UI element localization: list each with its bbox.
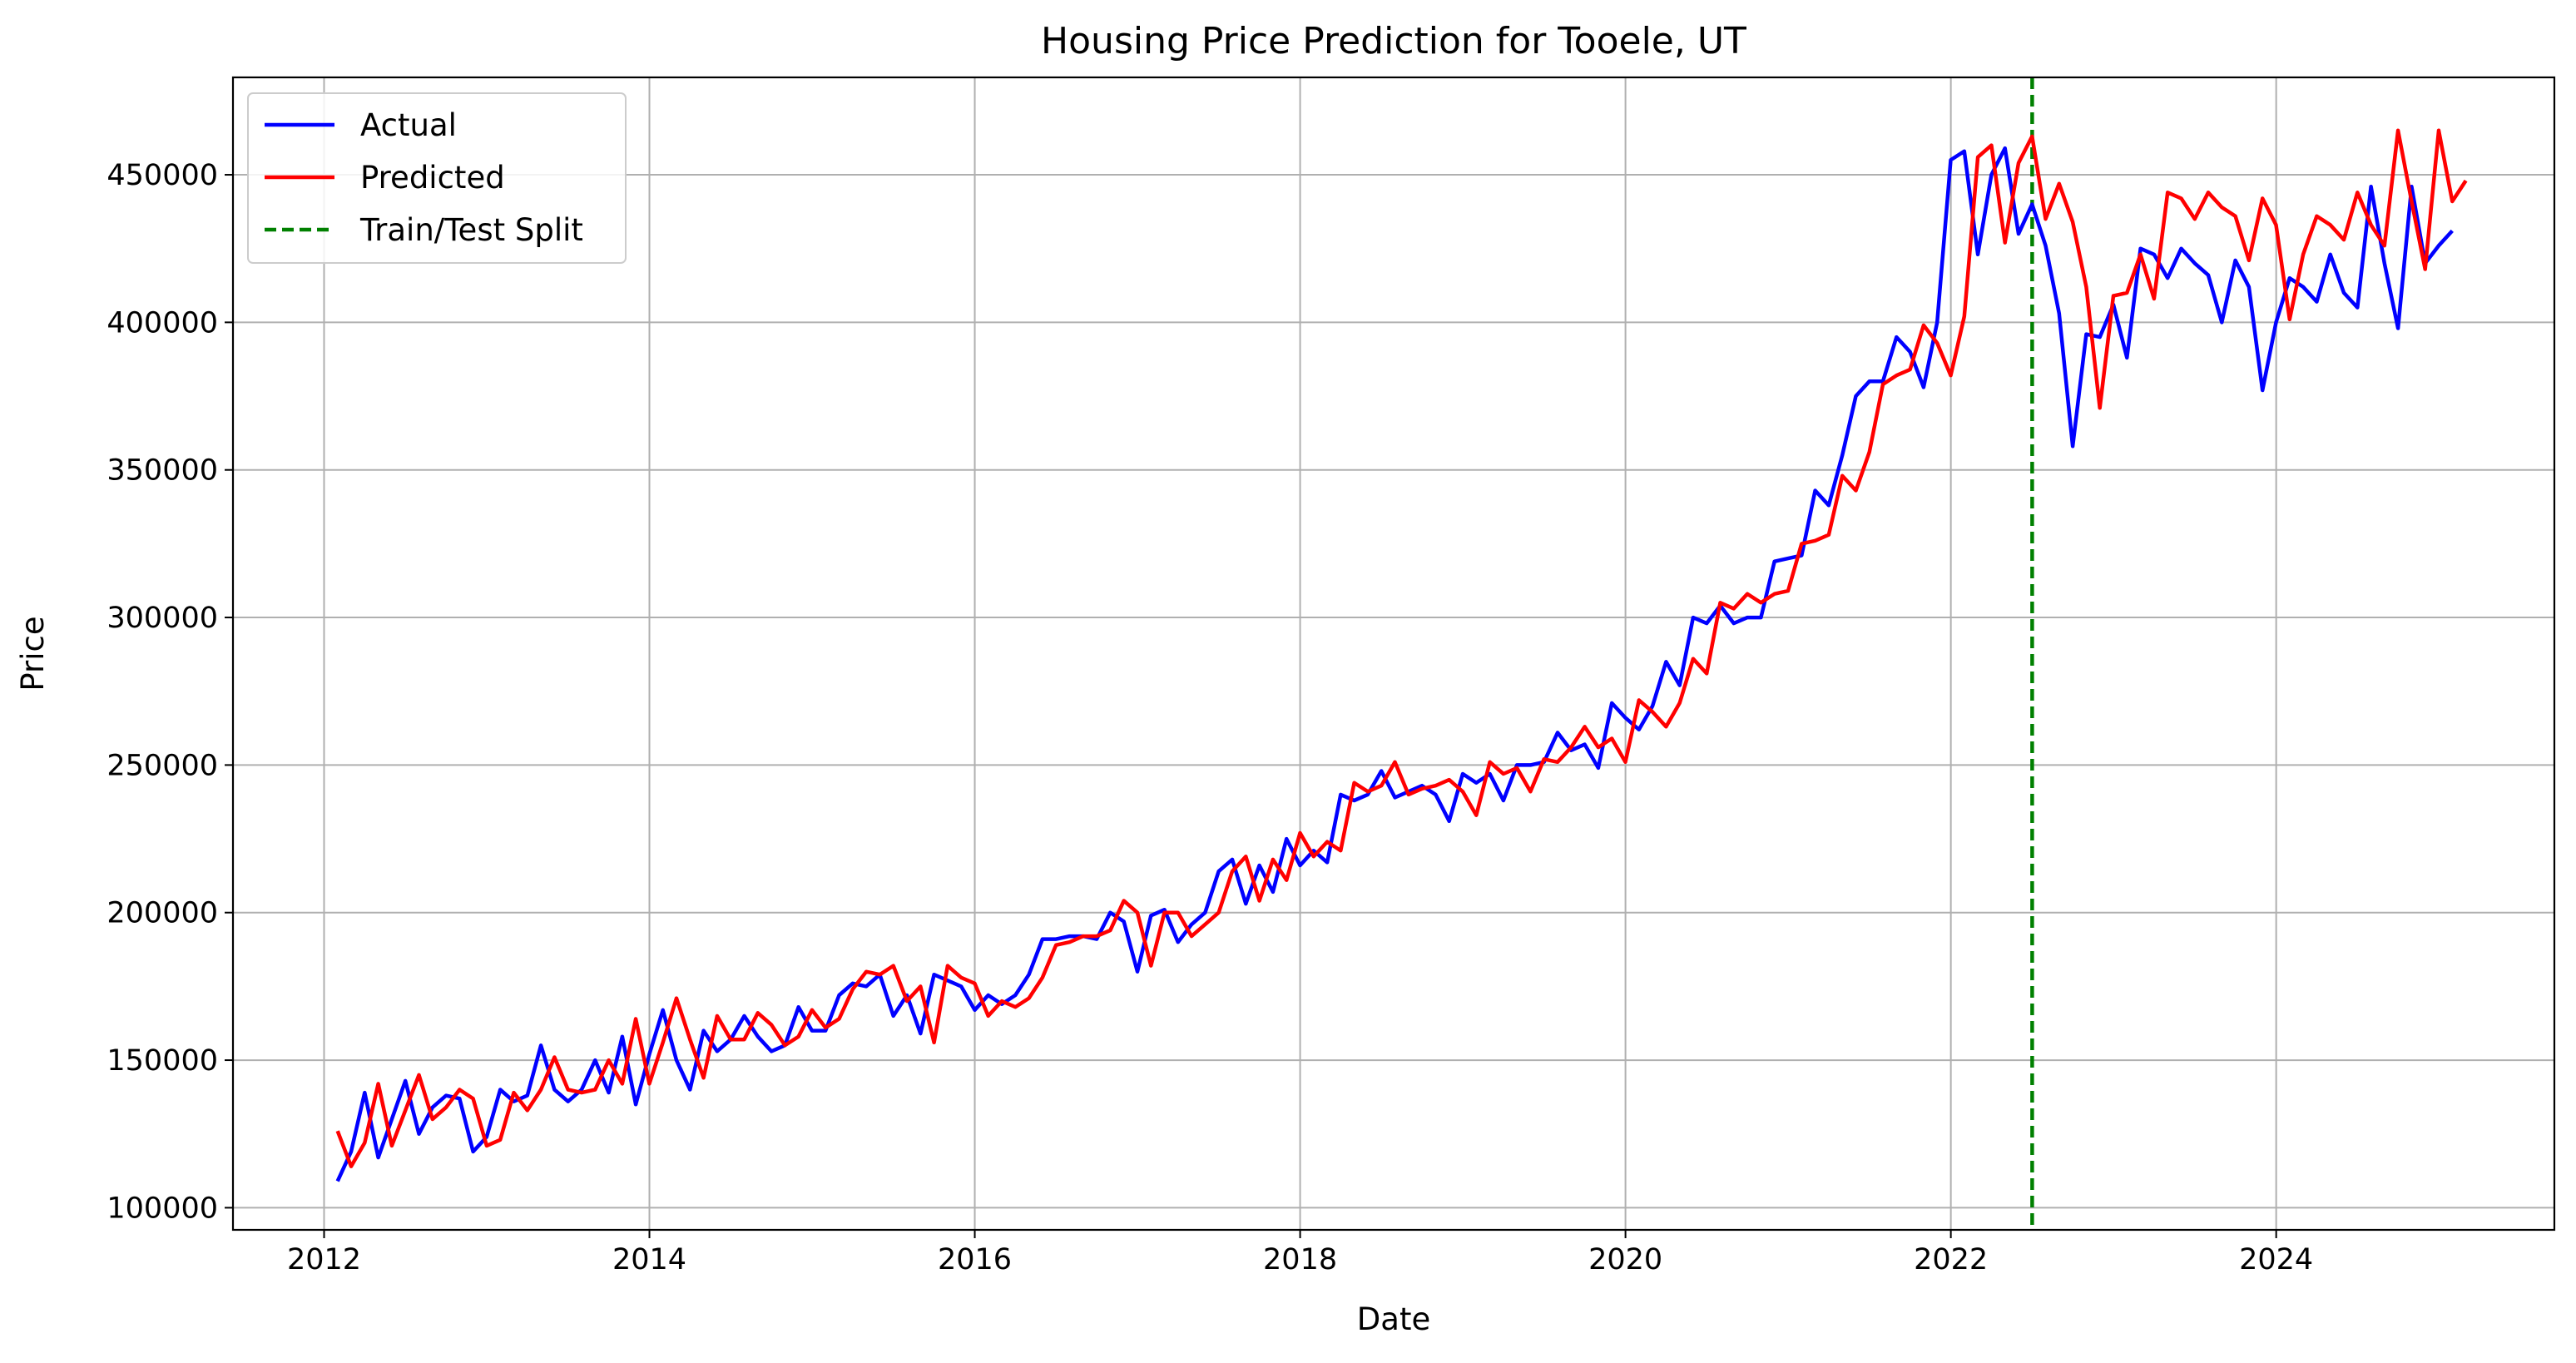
series-line-actual <box>335 146 2454 1182</box>
y-tick-label: 300000 <box>107 602 218 635</box>
x-tick-label: 2024 <box>2239 1243 2313 1276</box>
y-tick-label: 200000 <box>107 897 218 930</box>
series-line-predicted <box>335 128 2468 1168</box>
y-tick-label: 400000 <box>107 306 218 340</box>
x-tick-label: 2014 <box>612 1243 686 1276</box>
y-tick-label: 450000 <box>107 159 218 192</box>
y-tick-label: 250000 <box>107 749 218 782</box>
x-tick-label: 2012 <box>287 1243 361 1276</box>
plot-frame <box>231 76 2556 1232</box>
y-tick-label: 350000 <box>107 454 218 488</box>
chart-title: Housing Price Prediction for Tooele, UT <box>1041 20 1746 62</box>
legend-label-predicted: Predicted <box>360 160 505 196</box>
x-tick-label: 2022 <box>1914 1243 1988 1276</box>
legend-label-actual: Actual <box>360 107 457 143</box>
series-lines <box>335 128 2468 1182</box>
y-tick-label: 150000 <box>107 1044 218 1078</box>
legend-label-split: Train/Test Split <box>359 212 583 248</box>
legend: Actual Predicted Train/Test Split <box>247 92 627 264</box>
x-tick-label: 2020 <box>1588 1243 1662 1276</box>
x-axis-title: Date <box>1357 1301 1430 1337</box>
y-axis-title: Price <box>15 616 51 691</box>
x-tick-label: 2018 <box>1263 1243 1337 1276</box>
axis-ticks: 2012 2014 2016 2018 2020 2022 2024 100000 150000… <box>107 159 2313 1276</box>
y-tick-label: 100000 <box>107 1192 218 1225</box>
legend-box <box>247 92 627 264</box>
x-tick-label: 2016 <box>938 1243 1012 1276</box>
